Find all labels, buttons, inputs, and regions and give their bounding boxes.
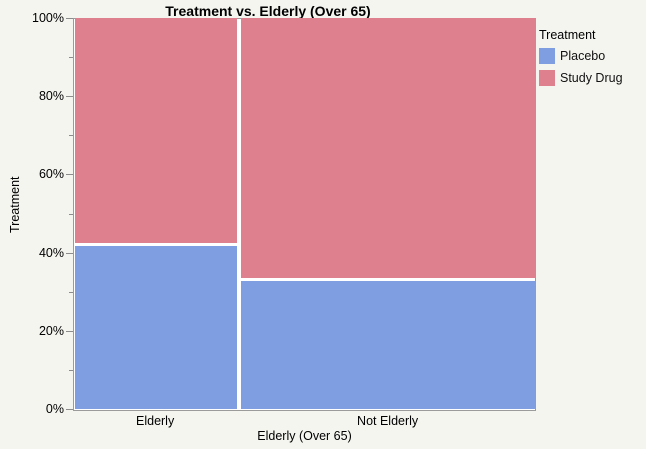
- y-major-tick: [66, 18, 73, 19]
- legend-item-label: Placebo: [560, 49, 606, 63]
- y-tick-label: 0%: [45, 402, 64, 416]
- y-major-tick: [66, 252, 73, 254]
- legend-item-label: Study Drug: [560, 71, 623, 85]
- y-axis-title: Treatment: [8, 176, 22, 233]
- y-minor-tick: [69, 135, 73, 137]
- mosaic-column-elderly: [75, 18, 238, 409]
- y-tick-label: 60%: [38, 167, 64, 182]
- chart-title: Treatment vs. Elderly (Over 65): [165, 3, 371, 19]
- y-minor-tick: [69, 57, 73, 59]
- mosaic-cell-study-drug-elderly[interactable]: [75, 18, 238, 244]
- plot-area[interactable]: [73, 18, 536, 411]
- mosaic-cell-placebo-elderly[interactable]: [75, 246, 238, 409]
- y-minor-tick: [69, 213, 73, 215]
- legend: Treatment Placebo Study Drug: [539, 28, 623, 92]
- x-axis-title: Elderly (Over 65): [257, 429, 352, 443]
- legend-item-placebo[interactable]: Placebo: [539, 48, 623, 64]
- placebo-swatch-icon: [539, 48, 555, 64]
- x-category-label: Not Elderly: [357, 414, 419, 428]
- y-minor-tick: [69, 291, 73, 293]
- mosaic-column-not-elderly: [241, 18, 536, 409]
- mosaic-cell-study-drug-not-elderly[interactable]: [241, 18, 536, 279]
- y-major-tick: [66, 330, 73, 332]
- y-major-tick: [66, 409, 73, 410]
- y-tick-label: 80%: [38, 89, 64, 104]
- legend-item-study-drug[interactable]: Study Drug: [539, 70, 623, 86]
- legend-title: Treatment: [539, 28, 596, 42]
- mosaic-cell-placebo-not-elderly[interactable]: [241, 281, 536, 409]
- y-tick-label: 100%: [32, 11, 64, 25]
- mosaic: [75, 18, 536, 409]
- study-drug-swatch-icon: [539, 70, 555, 86]
- x-category-label: Elderly: [136, 414, 175, 428]
- y-major-tick: [66, 174, 73, 176]
- y-tick-label: 20%: [38, 323, 64, 338]
- y-major-tick: [66, 96, 73, 98]
- y-minor-tick: [69, 369, 73, 371]
- y-tick-label: 40%: [38, 245, 64, 260]
